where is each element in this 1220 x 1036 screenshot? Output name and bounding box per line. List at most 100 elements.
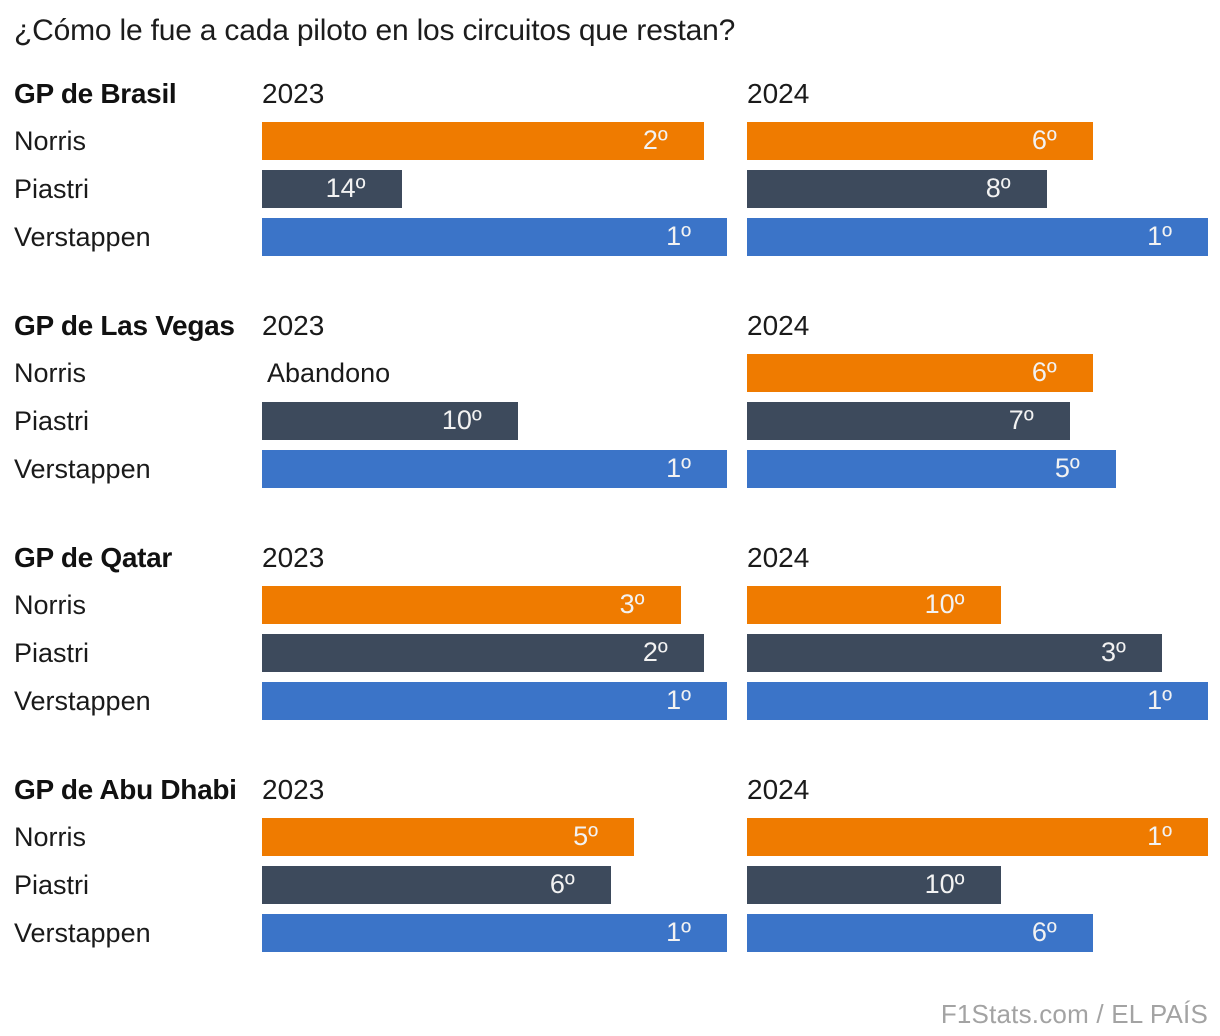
page-title: ¿Cómo le fue a cada piloto en los circui… [14,14,736,47]
position-label: 5º [1054,453,1080,483]
position-label: 1º [666,685,691,715]
result-bar: 10º [262,401,518,440]
bar-cell: 10º [747,585,1208,624]
position-label: 6º [1031,357,1057,387]
bar-cell: 6º [747,353,1208,392]
year-column-header-2024: 2024 [747,773,810,805]
position-label: 10º [924,869,965,899]
driver-label: Verstappen [14,221,151,252]
position-label: 1º [1147,221,1172,251]
result-bar: 1º [262,913,727,952]
result-bar: 14º [262,169,402,208]
bar-cell: 3º [262,585,727,624]
driver-row: Piastri 6º 10º [14,865,1208,914]
bar-cell: 1º [747,217,1208,256]
position-label: 3º [1101,637,1126,667]
bar-cell: 6º [747,121,1208,160]
bar-cell: 2º [262,121,727,160]
gp-section: GP de Qatar 2023 2024 Norris 3º 10º Piastri 2º 3… [14,535,1208,730]
driver-label: Verstappen [14,685,151,716]
year-column-header-2024: 2024 [747,541,810,573]
gp-section: GP de Brasil 2023 2024 Norris 2º 6º Piastri 14º… [14,71,1208,266]
bar-cell: 14º [262,169,727,208]
bar-cell: 1º [262,681,727,720]
bar-cell: 2º [262,633,727,672]
result-bar: 6º [262,865,611,904]
bar-cell: 5º [262,817,727,856]
year-column-header-2024: 2024 [747,309,810,341]
driver-row: Verstappen 1º 1º [14,681,1208,730]
result-bar: 8º [747,169,1047,208]
year-column-header-2023: 2023 [262,541,325,573]
driver-label: Norris [14,357,86,388]
year-column-header-2024: 2024 [747,77,810,109]
bar-cell: 7º [747,401,1208,440]
result-bar: 3º [262,585,681,624]
bar-cell: 10º [747,865,1208,904]
gp-section: GP de Abu Dhabi 2023 2024 Norris 5º 1º Piastri… [14,767,1208,962]
driver-label: Piastri [14,405,90,436]
driver-row: Piastri 2º 3º [14,633,1208,682]
bar-cell: 1º [262,449,727,488]
result-bar: 1º [262,681,727,720]
position-label: 14º [325,173,366,203]
driver-label: Verstappen [14,453,151,484]
position-label: 7º [1008,405,1034,435]
driver-row: Norris 2º 6º [14,121,1208,170]
year-column-header-2023: 2023 [262,77,325,109]
result-bar: 6º [747,913,1093,952]
position-label: 2º [642,637,668,667]
driver-row: Verstappen 1º 1º [14,217,1208,266]
position-label: 5º [573,821,598,851]
chart-sections: GP de Brasil 2023 2024 Norris 2º 6º Piastri 14º… [14,71,1208,962]
driver-label: Piastri [14,173,90,204]
result-bar: 10º [747,865,1001,904]
year-column-header-2023: 2023 [262,773,325,805]
result-bar: 6º [747,353,1093,392]
position-label: 1º [1147,821,1172,851]
position-label: 1º [666,453,691,483]
position-label: 8º [985,173,1011,203]
result-bar: 5º [747,449,1116,488]
result-bar: 3º [747,633,1162,672]
result-bar: 6º [747,121,1093,160]
driver-label: Verstappen [14,917,151,948]
position-label: 6º [1031,917,1057,947]
driver-row: Norris Abandono 6º [14,353,1208,402]
bar-cell: 6º [262,865,727,904]
position-label: 10º [924,589,965,619]
driver-row: Verstappen 1º 5º [14,449,1208,498]
bar-cell: 6º [747,913,1208,952]
gp-title: GP de Brasil [14,77,177,109]
result-bar: 1º [747,217,1208,256]
bar-cell: 3º [747,633,1208,672]
source-credit: F1Stats.com / EL PAÍS [940,998,1208,1029]
position-label: 10º [441,405,482,435]
position-label: 1º [666,917,691,947]
position-label: 6º [1031,125,1057,155]
driver-label: Piastri [14,637,90,668]
result-bar: 10º [747,585,1001,624]
result-bar: 2º [262,121,704,160]
driver-row: Norris 3º 10º [14,585,1208,634]
driver-row: Verstappen 1º 6º [14,913,1208,962]
driver-row: Norris 5º 1º [14,817,1208,866]
dnf-label: Abandono [267,357,391,388]
driver-label: Norris [14,125,86,156]
driver-row: Piastri 10º 7º [14,401,1208,450]
result-bar: 1º [262,449,727,488]
driver-label: Norris [14,589,86,620]
gp-title: GP de Abu Dhabi [14,773,237,805]
result-bar: 2º [262,633,704,672]
bar-cell: 1º [747,817,1208,856]
bar-cell: 8º [747,169,1208,208]
position-label: 3º [619,589,645,619]
position-label: 2º [642,125,668,155]
result-bar: 1º [262,217,727,256]
position-label: 1º [666,221,691,251]
bar-cell: Abandono [262,354,727,392]
position-label: 1º [1147,685,1172,715]
bar-cell: 10º [262,401,727,440]
result-bar: 1º [747,817,1208,856]
bar-cell: 1º [262,217,727,256]
